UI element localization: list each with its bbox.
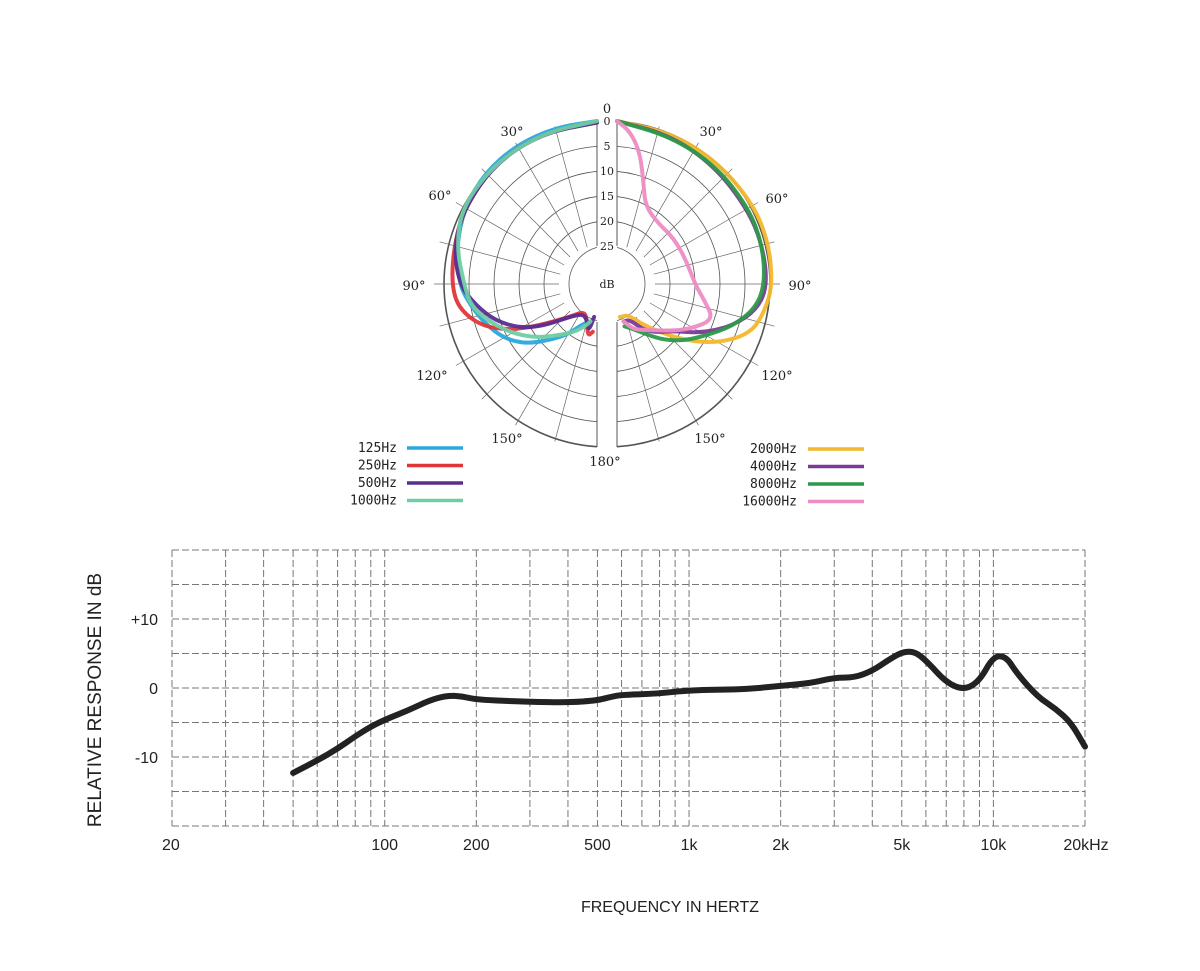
angle-label: 90°	[788, 279, 811, 294]
polar-spoke	[643, 168, 733, 258]
frequency-tick-labels: 20 100 200 500 1k 2k 5k 10k 20kHz +10 0 -10	[131, 612, 1109, 854]
polar-spoke	[653, 241, 775, 275]
frequency-curve	[290, 648, 1088, 776]
x-tick-label: 200	[463, 837, 490, 854]
x-tick-label: 5k	[893, 837, 911, 854]
polar-chart: 0 30° 30° 60° 60° 90° 90° 120° 120° 150° 150° 180° 0…	[350, 102, 864, 510]
polar-spoke	[554, 126, 588, 248]
legend-label: 1000Hz	[350, 494, 397, 509]
polar-series-125Hz	[455, 119, 599, 345]
x-tick-label: 20	[162, 837, 180, 854]
polar-ring	[568, 246, 598, 322]
polar-spoke	[643, 310, 733, 400]
angle-label: 0	[603, 102, 611, 117]
center-label: dB	[599, 278, 614, 291]
y-tick-label: -10	[135, 750, 158, 767]
angle-label: 120°	[416, 369, 447, 384]
db-ring-label: 15	[600, 190, 614, 203]
legend-label: 8000Hz	[750, 477, 797, 492]
legend-label: 4000Hz	[750, 460, 797, 475]
angle-label: 150°	[694, 432, 725, 447]
legend-label: 2000Hz	[750, 442, 797, 457]
polar-series-8000Hz	[615, 119, 766, 343]
x-tick-label: 1k	[681, 837, 699, 854]
db-ring-label: 25	[600, 240, 614, 253]
polar-spoke	[653, 293, 775, 327]
polar-spoke	[455, 302, 565, 366]
db-ring-label: 0	[604, 115, 611, 128]
y-tick-label: 0	[149, 681, 158, 698]
frequency-grid	[171, 549, 1086, 827]
angle-label: 90°	[402, 279, 425, 294]
x-axis-label: FREQUENCY IN HERTZ	[581, 899, 759, 916]
x-tick-label: 500	[584, 837, 611, 854]
polar-series-500Hz	[453, 120, 599, 331]
angle-label: 120°	[761, 369, 792, 384]
angle-label: 60°	[765, 192, 788, 207]
x-tick-label: 100	[371, 837, 398, 854]
polar-series-2000Hz	[615, 119, 774, 345]
polar-curves	[450, 119, 774, 345]
polar-spoke	[455, 202, 565, 266]
legend-label: 250Hz	[358, 459, 397, 474]
db-ring-label: 5	[604, 140, 611, 153]
legend-label: 16000Hz	[742, 495, 797, 510]
angle-label: 60°	[428, 189, 451, 204]
polar-legend: 125Hz 250Hz 500Hz 1000Hz 2000Hz 4000Hz 8000Hz 1…	[350, 441, 864, 510]
y-axis-label: RELATIVE RESPONSE IN dB	[85, 573, 106, 827]
legend-label: 500Hz	[358, 476, 397, 491]
polar-spoke	[481, 168, 571, 258]
frequency-response-chart: 20 100 200 500 1k 2k 5k 10k 20kHz +10 0 -10 FREQUEN…	[85, 549, 1109, 916]
angle-label: 30°	[500, 125, 523, 140]
polar-spoke	[515, 142, 579, 252]
response-line-0	[290, 648, 1088, 776]
x-tick-label: 20kHz	[1063, 837, 1108, 854]
polar-spoke	[439, 293, 561, 327]
angle-label: 30°	[699, 125, 722, 140]
db-ring-label: 20	[600, 215, 614, 228]
polar-spoke	[554, 320, 588, 442]
db-ring-label: 10	[600, 165, 614, 178]
x-tick-label: 10k	[980, 837, 1007, 854]
angle-label: 180°	[589, 455, 620, 470]
x-tick-label: 2k	[772, 837, 790, 854]
polar-spoke	[481, 310, 571, 400]
polar-spoke	[626, 320, 660, 442]
polar-series-1000Hz	[456, 119, 599, 339]
polar-labels: 0 30° 30° 60° 60° 90° 90° 120° 120° 150° 150° 180° 0…	[402, 102, 811, 470]
polar-ring	[616, 246, 646, 322]
legend-label: 125Hz	[358, 441, 397, 456]
y-tick-label: +10	[131, 612, 158, 629]
polar-spoke	[635, 142, 699, 252]
polar-spoke	[649, 202, 759, 266]
polar-series-16000Hz	[615, 119, 713, 333]
angle-label: 150°	[491, 432, 522, 447]
